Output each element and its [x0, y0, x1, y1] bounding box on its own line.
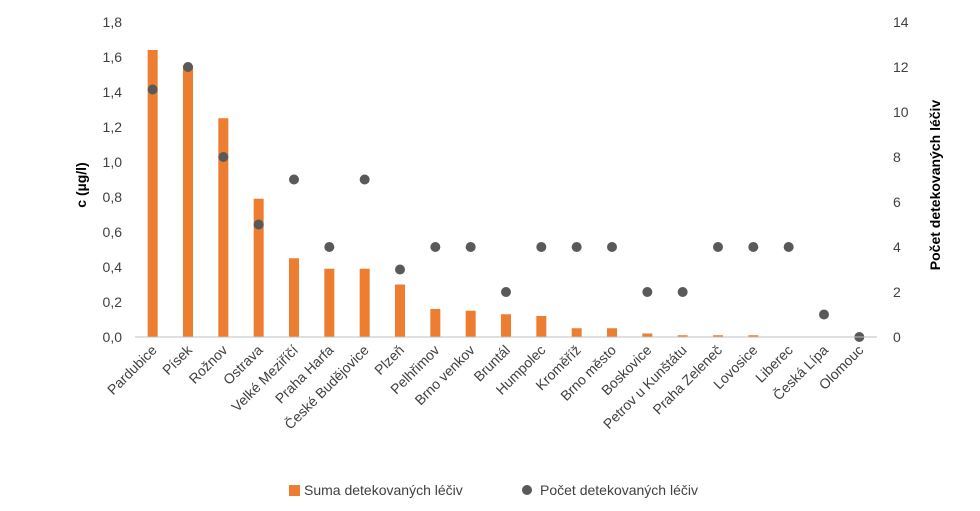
bar	[359, 268, 370, 337]
point-series	[147, 62, 865, 342]
point	[289, 174, 299, 185]
bar	[218, 118, 229, 337]
point	[253, 219, 264, 230]
bar-series	[147, 50, 759, 337]
point	[677, 287, 688, 297]
bar	[748, 335, 759, 337]
right-tick-label: 10	[893, 104, 909, 120]
point	[783, 242, 794, 252]
point	[218, 152, 229, 162]
bar	[324, 268, 335, 337]
left-tick-label: 0,0	[103, 329, 123, 345]
point	[642, 287, 653, 297]
left-tick-label: 1,0	[103, 154, 123, 170]
bar	[536, 316, 547, 337]
point	[748, 242, 759, 252]
left-tick-label: 0,2	[103, 294, 123, 310]
left-tick-label: 0,8	[103, 189, 123, 205]
right-tick-label: 4	[893, 239, 901, 255]
point	[536, 242, 547, 252]
left-axis-ticks: 0,0 0,2 0,4 0,6 0,8 1,0 1,2 1,4 1,6 1,8	[103, 14, 123, 345]
right-tick-label: 14	[893, 14, 909, 30]
y-axis-left-title: c (µg/l)	[73, 162, 89, 207]
point	[147, 84, 158, 95]
point	[713, 242, 723, 252]
legend-swatch-point	[522, 485, 532, 495]
bar	[395, 284, 405, 337]
bar	[147, 50, 158, 337]
point	[359, 174, 370, 185]
left-tick-label: 1,2	[103, 119, 123, 135]
left-tick-label: 0,4	[103, 259, 123, 275]
bar	[253, 198, 264, 337]
bar	[289, 258, 299, 337]
legend-swatch-bar	[289, 485, 300, 496]
point	[571, 242, 582, 252]
legend-label-point: Počet detekovaných léčiv	[540, 482, 698, 498]
left-tick-label: 0,6	[103, 224, 123, 240]
legend: Suma detekovaných léčiv Počet detekovaný…	[289, 482, 698, 498]
left-tick-label: 1,6	[103, 49, 123, 65]
legend-label-bar: Suma detekovaných léčiv	[304, 482, 463, 498]
point	[501, 287, 511, 297]
point	[607, 242, 617, 252]
right-tick-label: 12	[893, 59, 909, 75]
y-axis-right-title: Počet detekovaných léčiv	[927, 100, 943, 271]
point	[465, 242, 476, 252]
left-tick-label: 1,4	[103, 84, 123, 100]
right-tick-label: 2	[893, 284, 901, 300]
bar	[430, 309, 441, 337]
right-tick-label: 0	[893, 329, 901, 345]
bar	[183, 65, 193, 337]
right-tick-label: 8	[893, 149, 901, 165]
category-label: Pardubice	[104, 342, 160, 398]
right-axis-ticks: 0 2 4 6 8 10 12 14	[893, 14, 909, 345]
bar	[571, 328, 582, 337]
bar	[465, 310, 476, 337]
right-tick-label: 6	[893, 194, 901, 210]
point	[183, 62, 193, 72]
point	[819, 309, 829, 320]
point	[395, 264, 405, 275]
bar	[713, 335, 723, 337]
bar	[607, 328, 617, 337]
bar	[677, 335, 688, 337]
bar	[501, 314, 511, 337]
bar	[642, 333, 653, 337]
point	[324, 242, 335, 252]
point	[430, 242, 441, 252]
left-tick-label: 1,8	[103, 14, 123, 30]
